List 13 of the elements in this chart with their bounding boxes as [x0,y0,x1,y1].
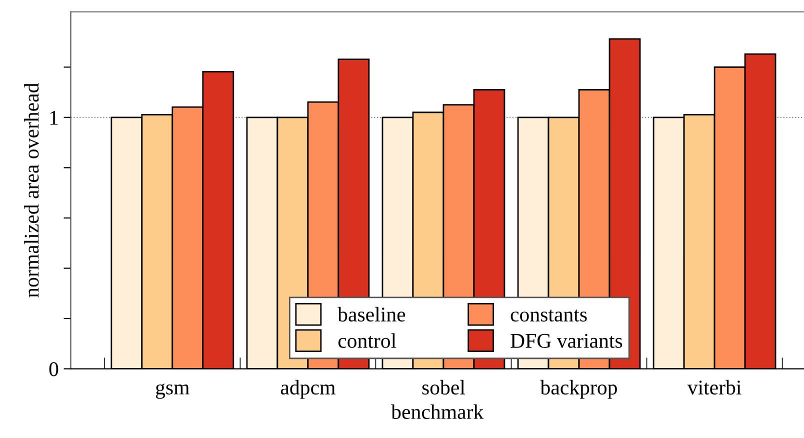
x-tick-label: adpcm [280,380,336,399]
x-tick-label: gsm [156,384,190,399]
x-tick-label: sobel [422,380,466,395]
y-tick-label: 1 [50,110,58,125]
legend-label: baseline [338,306,406,322]
x-tick-label: viterbi [687,380,742,395]
legend-label: DFG variants [510,334,622,348]
y-axis-title: normalized area overhead [24,82,39,298]
x-axis-title: benchmark [391,404,484,420]
legend-label: constants [510,310,587,322]
legend-label: control [338,333,396,348]
y-tick-label: 0 [49,362,58,376]
x-tick-label: backprop [540,380,617,399]
